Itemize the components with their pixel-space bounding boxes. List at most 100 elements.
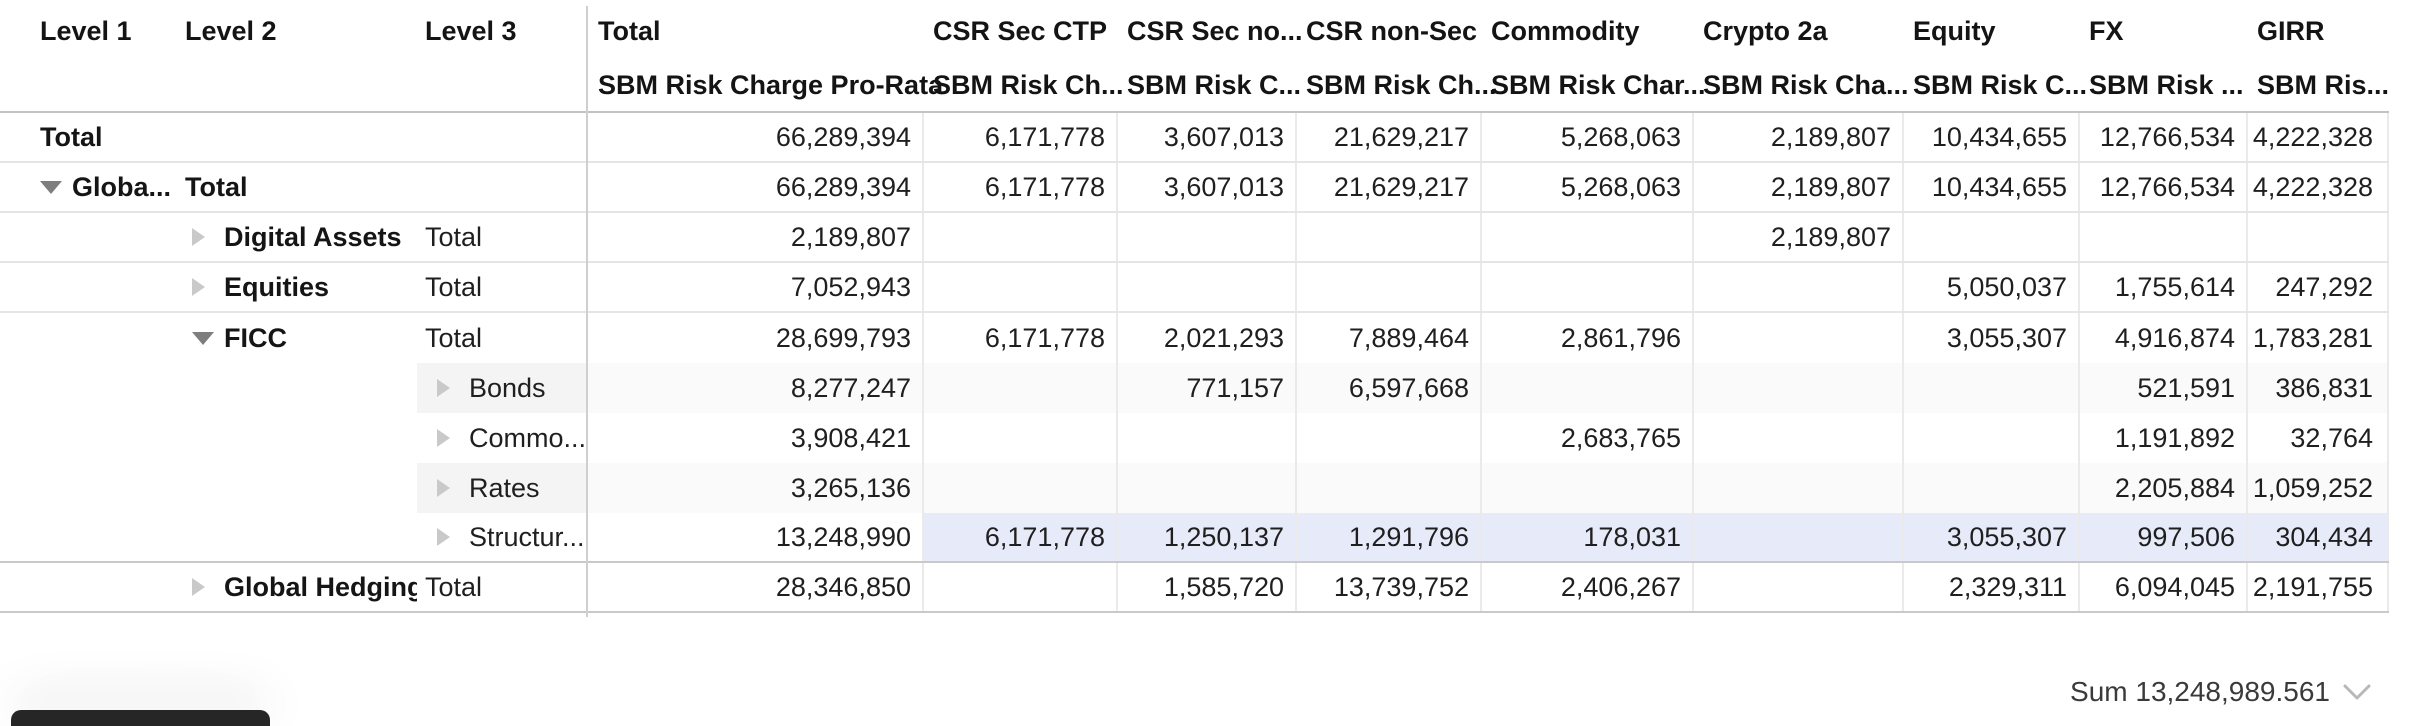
- cell-equity[interactable]: 3,055,307: [1902, 313, 2078, 363]
- cell-equity[interactable]: [1902, 413, 2078, 463]
- aggregation-summary[interactable]: Sum 13,248,989.561: [2070, 676, 2372, 708]
- cell-level1[interactable]: Total: [0, 113, 185, 161]
- cell-level2[interactable]: [185, 113, 417, 161]
- cell-level2[interactable]: Digital Assets: [185, 213, 417, 261]
- cell-commodity[interactable]: [1480, 363, 1692, 413]
- cell-level1[interactable]: Globa...: [0, 163, 185, 211]
- cell-csr_sec_non_ctp[interactable]: 3,607,013: [1116, 113, 1295, 161]
- cell-csr_sec_ctp[interactable]: [922, 413, 1116, 463]
- cell-csr_sec_ctp[interactable]: 6,171,778: [922, 513, 1116, 561]
- cell-csr_non_sec[interactable]: 21,629,217: [1295, 163, 1480, 211]
- cell-crypto_2a[interactable]: 2,189,807: [1692, 113, 1902, 161]
- cell-level3[interactable]: [417, 163, 587, 211]
- cell-csr_non_sec[interactable]: 7,889,464: [1295, 313, 1480, 363]
- column-header-crypto_2a[interactable]: Crypto 2a SBM Risk Cha...: [1692, 0, 1909, 111]
- cell-level3[interactable]: Total: [417, 313, 587, 363]
- cell-girr[interactable]: [2246, 213, 2389, 261]
- cell-level1[interactable]: [0, 313, 185, 363]
- cell-total[interactable]: 8,277,247: [587, 363, 922, 413]
- cell-equity[interactable]: 10,434,655: [1902, 163, 2078, 211]
- cell-csr_sec_ctp[interactable]: [922, 463, 1116, 513]
- cell-equity[interactable]: 2,329,311: [1902, 563, 2078, 611]
- cell-level3[interactable]: Bonds: [417, 363, 587, 413]
- triangle-right-icon[interactable]: [437, 479, 469, 497]
- cell-csr_non_sec[interactable]: [1295, 413, 1480, 463]
- cell-commodity[interactable]: 2,683,765: [1480, 413, 1692, 463]
- cell-csr_sec_ctp[interactable]: [922, 363, 1116, 413]
- cell-level2[interactable]: [185, 513, 417, 561]
- cell-level2[interactable]: Equities: [185, 263, 417, 311]
- cell-csr_non_sec[interactable]: 13,739,752: [1295, 563, 1480, 611]
- cell-commodity[interactable]: [1480, 213, 1692, 261]
- cell-commodity[interactable]: 2,406,267: [1480, 563, 1692, 611]
- cell-level3[interactable]: [417, 113, 587, 161]
- column-header-commodity[interactable]: Commodity SBM Risk Char...: [1480, 0, 1706, 111]
- cell-fx[interactable]: 1,191,892: [2078, 413, 2246, 463]
- cell-girr[interactable]: 386,831: [2246, 363, 2389, 413]
- cell-csr_sec_non_ctp[interactable]: [1116, 213, 1295, 261]
- cell-girr[interactable]: 1,059,252: [2246, 463, 2389, 513]
- cell-total[interactable]: 66,289,394: [775, 121, 911, 152]
- cell-girr[interactable]: 4,222,328: [2246, 163, 2389, 211]
- cell-level1[interactable]: [0, 213, 185, 261]
- cell-csr_sec_ctp[interactable]: [922, 563, 1116, 611]
- column-header-csr_sec_non_ctp[interactable]: CSR Sec no... SBM Risk C...: [1116, 0, 1303, 111]
- cell-crypto_2a[interactable]: [1692, 263, 1902, 311]
- cell-level2[interactable]: Total: [185, 163, 417, 211]
- cell-equity[interactable]: [1902, 213, 2078, 261]
- cell-girr[interactable]: 247,292: [2246, 263, 2389, 311]
- column-header-level3[interactable]: Level 3: [417, 0, 587, 111]
- cell-csr_non_sec[interactable]: [1295, 263, 1480, 311]
- cell-csr_non_sec[interactable]: 1,291,796: [1295, 513, 1480, 561]
- column-header-csr_sec_ctp[interactable]: CSR Sec CTP SBM Risk Ch...: [922, 0, 1124, 111]
- cell-level2[interactable]: FICC: [185, 313, 417, 363]
- column-header-girr[interactable]: GIRR SBM Ris...: [2246, 0, 2389, 111]
- cell-commodity[interactable]: 178,031: [1480, 513, 1692, 561]
- cell-csr_sec_non_ctp[interactable]: 1,250,137: [1116, 513, 1295, 561]
- cell-fx[interactable]: 4,916,874: [2078, 313, 2246, 363]
- cell-level3[interactable]: Structur...: [417, 513, 587, 561]
- cell-total[interactable]: 7,052,943: [790, 271, 911, 302]
- cell-equity[interactable]: 10,434,655: [1902, 113, 2078, 161]
- cell-level3[interactable]: Total: [417, 263, 587, 311]
- cell-level3[interactable]: Total: [417, 213, 587, 261]
- cell-level1[interactable]: [0, 513, 185, 561]
- cell-commodity[interactable]: 5,268,063: [1480, 163, 1692, 211]
- cell-level3[interactable]: Commo...: [417, 413, 587, 463]
- cell-fx[interactable]: 521,591: [2078, 363, 2246, 413]
- triangle-down-icon[interactable]: [192, 331, 224, 345]
- cell-fx[interactable]: [2078, 213, 2246, 261]
- column-header-level1[interactable]: Level 1: [0, 0, 185, 111]
- cell-csr_sec_non_ctp[interactable]: [1116, 413, 1295, 463]
- cell-commodity[interactable]: [1480, 463, 1692, 513]
- cell-total[interactable]: 3,265,136: [587, 463, 922, 513]
- cell-commodity[interactable]: [1480, 263, 1692, 311]
- column-header-equity[interactable]: Equity SBM Risk C...: [1902, 0, 2087, 111]
- cell-csr_non_sec[interactable]: 6,597,668: [1295, 363, 1480, 413]
- cell-fx[interactable]: 6,094,045: [2078, 563, 2246, 611]
- cell-commodity[interactable]: 5,268,063: [1480, 113, 1692, 161]
- triangle-right-icon[interactable]: [437, 429, 469, 447]
- cell-csr_sec_ctp[interactable]: 6,171,778: [922, 163, 1116, 211]
- cell-level2[interactable]: [185, 363, 417, 413]
- cell-equity[interactable]: 3,055,307: [1902, 513, 2078, 561]
- cell-fx[interactable]: 12,766,534: [2078, 113, 2246, 161]
- cell-fx[interactable]: 2,205,884: [2078, 463, 2246, 513]
- triangle-right-icon[interactable]: [437, 528, 469, 546]
- cell-fx[interactable]: 12,766,534: [2078, 163, 2246, 211]
- cell-total[interactable]: 66,289,394: [775, 171, 911, 202]
- cell-csr_non_sec[interactable]: [1295, 213, 1480, 261]
- cell-csr_sec_non_ctp[interactable]: 1,585,720: [1116, 563, 1295, 611]
- triangle-down-icon[interactable]: [40, 180, 72, 194]
- triangle-right-icon[interactable]: [192, 278, 224, 296]
- column-header-fx[interactable]: FX SBM Risk ...: [2078, 0, 2246, 111]
- cell-girr[interactable]: 2,191,755: [2246, 563, 2389, 611]
- cell-level2[interactable]: Global Hedging: [185, 563, 417, 611]
- cell-crypto_2a[interactable]: [1692, 413, 1902, 463]
- cell-girr[interactable]: 32,764: [2246, 413, 2389, 463]
- cell-girr[interactable]: 4,222,328: [2246, 113, 2389, 161]
- cell-csr_sec_non_ctp[interactable]: [1116, 263, 1295, 311]
- cell-csr_sec_non_ctp[interactable]: 3,607,013: [1116, 163, 1295, 211]
- cell-equity[interactable]: 5,050,037: [1902, 263, 2078, 311]
- cell-crypto_2a[interactable]: [1692, 363, 1902, 413]
